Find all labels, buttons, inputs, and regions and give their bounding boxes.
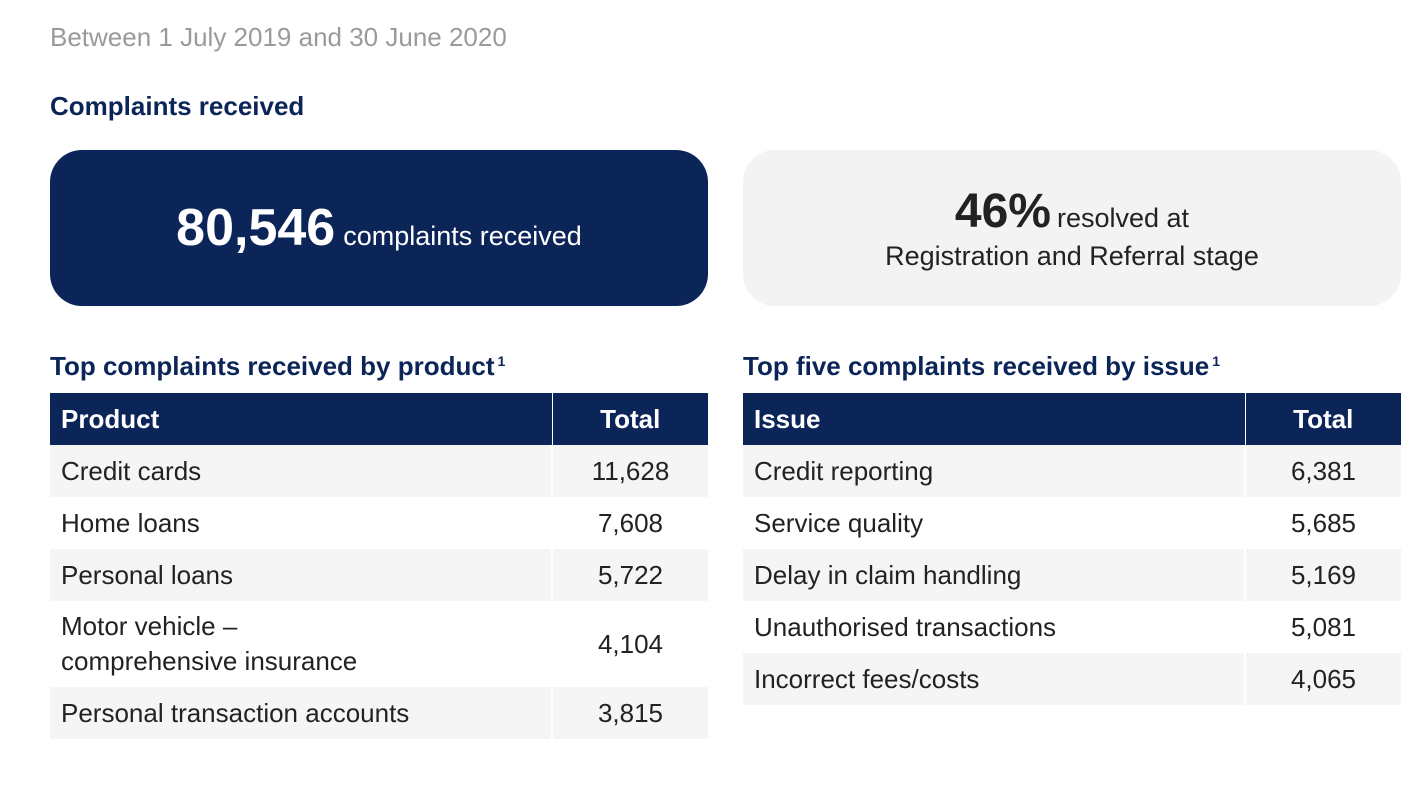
- table-header-row: Product Total: [50, 393, 708, 445]
- table-row: Personal transaction accounts 3,815: [50, 687, 708, 739]
- product-name-line2: comprehensive insurance: [61, 646, 358, 676]
- issue-name: Incorrect fees/costs: [743, 653, 1245, 705]
- product-total: 7,608: [551, 497, 708, 549]
- issue-table-title-text: Top five complaints received by issue: [743, 351, 1210, 381]
- table-row: Delay in claim handling 5,169: [743, 549, 1401, 601]
- resolved-rate-value: 46%: [954, 185, 1051, 238]
- issue-total: 5,169: [1244, 549, 1401, 601]
- product-table-title-text: Top complaints received by product: [50, 351, 495, 381]
- issue-name: Delay in claim handling: [743, 549, 1245, 601]
- product-table: Product Total Credit cards 11,628 Home l…: [50, 393, 708, 739]
- product-name: Credit cards: [50, 445, 552, 497]
- issue-table-title: Top five complaints received by issue 1: [743, 351, 1220, 382]
- table-row: Motor vehicle – comprehensive insurance 4…: [50, 601, 708, 687]
- section-title: Complaints received: [50, 91, 305, 121]
- total-column-header: Total: [551, 393, 708, 445]
- complaints-received-value: 80,546: [176, 199, 336, 257]
- product-name: Motor vehicle – comprehensive insurance: [50, 601, 552, 687]
- issue-table: Issue Total Credit reporting 6,381 Servi…: [743, 393, 1401, 705]
- product-name: Personal transaction accounts: [50, 687, 552, 739]
- issue-name: Credit reporting: [743, 445, 1245, 497]
- product-table-footnote: 1: [497, 353, 506, 369]
- issue-total: 5,685: [1244, 497, 1401, 549]
- reporting-period: Between 1 July 2019 and 30 June 2020: [50, 22, 507, 52]
- issue-total: 5,081: [1244, 601, 1401, 653]
- complaints-received-caption: complaints received: [343, 221, 582, 251]
- table-row: Service quality 5,685: [743, 497, 1401, 549]
- resolved-rate-caption: resolved at: [1056, 203, 1190, 233]
- table-row: Credit cards 11,628: [50, 445, 708, 497]
- product-table-title: Top complaints received by product 1: [50, 351, 505, 382]
- product-name-line1: Motor vehicle –: [61, 611, 238, 641]
- product-total: 3,815: [551, 687, 708, 739]
- product-total: 4,104: [551, 601, 708, 687]
- table-row: Unauthorised transactions 5,081: [743, 601, 1401, 653]
- issue-table-footnote: 1: [1212, 353, 1221, 369]
- total-column-header: Total: [1244, 393, 1401, 445]
- issue-column-header: Issue: [743, 393, 1245, 445]
- resolved-rate-stage: Registration and Referral stage: [885, 241, 1259, 271]
- table-row: Credit reporting 6,381: [743, 445, 1401, 497]
- issue-name: Service quality: [743, 497, 1245, 549]
- product-total: 5,722: [551, 549, 708, 601]
- product-name: Home loans: [50, 497, 552, 549]
- resolved-rate-card: 46% resolved at Registration and Referral…: [743, 150, 1401, 306]
- table-row: Incorrect fees/costs 4,065: [743, 653, 1401, 705]
- table-header-row: Issue Total: [743, 393, 1401, 445]
- complaints-received-card: 80,546 complaints received: [50, 150, 708, 306]
- table-row: Home loans 7,608: [50, 497, 708, 549]
- product-total: 11,628: [551, 445, 708, 497]
- product-column-header: Product: [50, 393, 552, 445]
- issue-total: 4,065: [1244, 653, 1401, 705]
- table-row: Personal loans 5,722: [50, 549, 708, 601]
- product-name: Personal loans: [50, 549, 552, 601]
- issue-name: Unauthorised transactions: [743, 601, 1245, 653]
- issue-total: 6,381: [1244, 445, 1401, 497]
